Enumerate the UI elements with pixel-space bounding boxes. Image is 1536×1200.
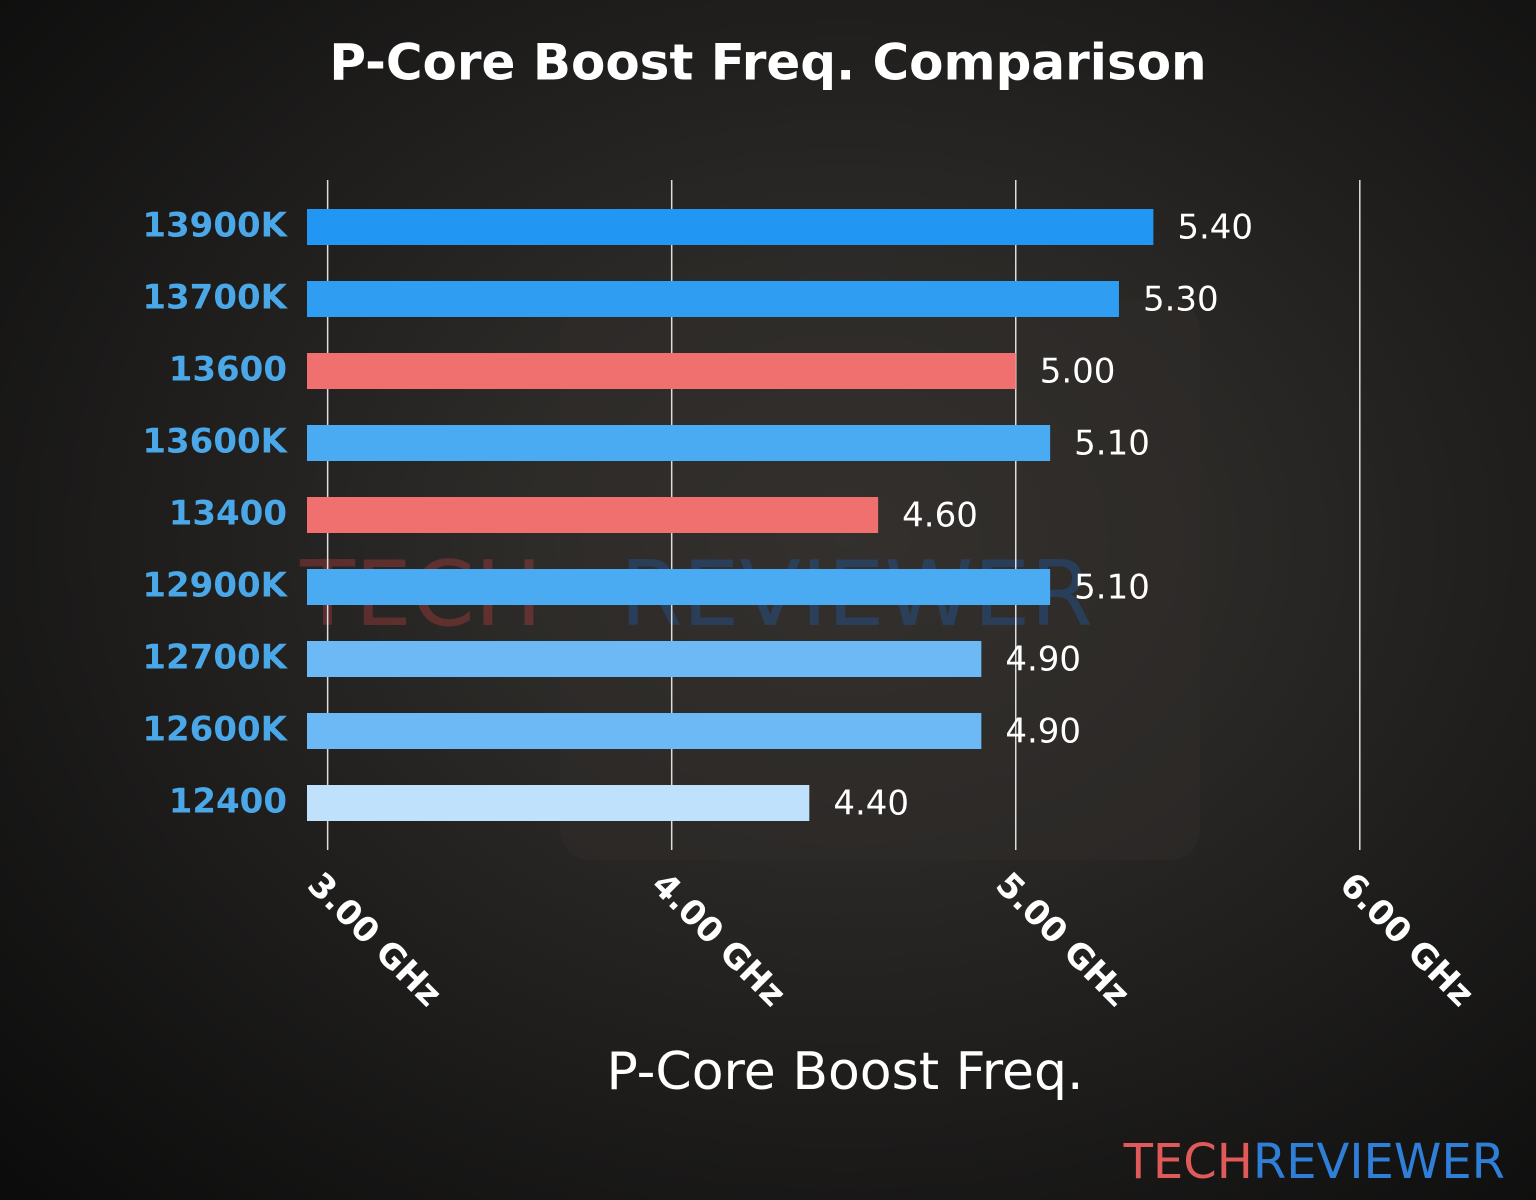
y-tick-label: 12400: [169, 782, 287, 822]
value-label: 5.30: [1143, 280, 1219, 320]
bar: [307, 281, 1119, 317]
y-tick-label: 13700K: [142, 278, 288, 318]
y-tick-label: 13600: [169, 350, 287, 390]
bar: [307, 713, 982, 749]
y-tick-label: 13900K: [142, 206, 288, 246]
bar: [307, 641, 982, 677]
value-label: 4.90: [1005, 712, 1081, 752]
brand-right: REVIEWER: [1253, 1134, 1505, 1190]
bar: [307, 209, 1154, 245]
bar: [307, 425, 1051, 461]
value-label: 5.10: [1074, 568, 1150, 608]
value-label: 5.40: [1177, 208, 1253, 248]
x-axis-label: P-Core Boost Freq.: [606, 1042, 1083, 1102]
y-tick-label: 12700K: [142, 638, 288, 678]
value-label: 5.00: [1040, 352, 1116, 392]
chart-title: P-Core Boost Freq. Comparison: [329, 34, 1206, 92]
value-label: 4.90: [1005, 640, 1081, 680]
brand-logo: TECHREVIEWER: [1123, 1134, 1505, 1190]
y-tick-label: 12900K: [142, 566, 288, 606]
bar: [307, 569, 1051, 605]
value-label: 4.60: [902, 496, 978, 536]
value-label: 5.10: [1074, 424, 1150, 464]
value-label: 4.40: [833, 784, 909, 824]
bar: [307, 785, 810, 821]
y-tick-label: 12600K: [142, 710, 288, 750]
bar: [307, 353, 1016, 389]
bar: [307, 497, 879, 533]
y-tick-label: 13400: [169, 494, 287, 534]
y-tick-label: 13600K: [142, 422, 288, 462]
brand-left: TECH: [1123, 1134, 1253, 1190]
